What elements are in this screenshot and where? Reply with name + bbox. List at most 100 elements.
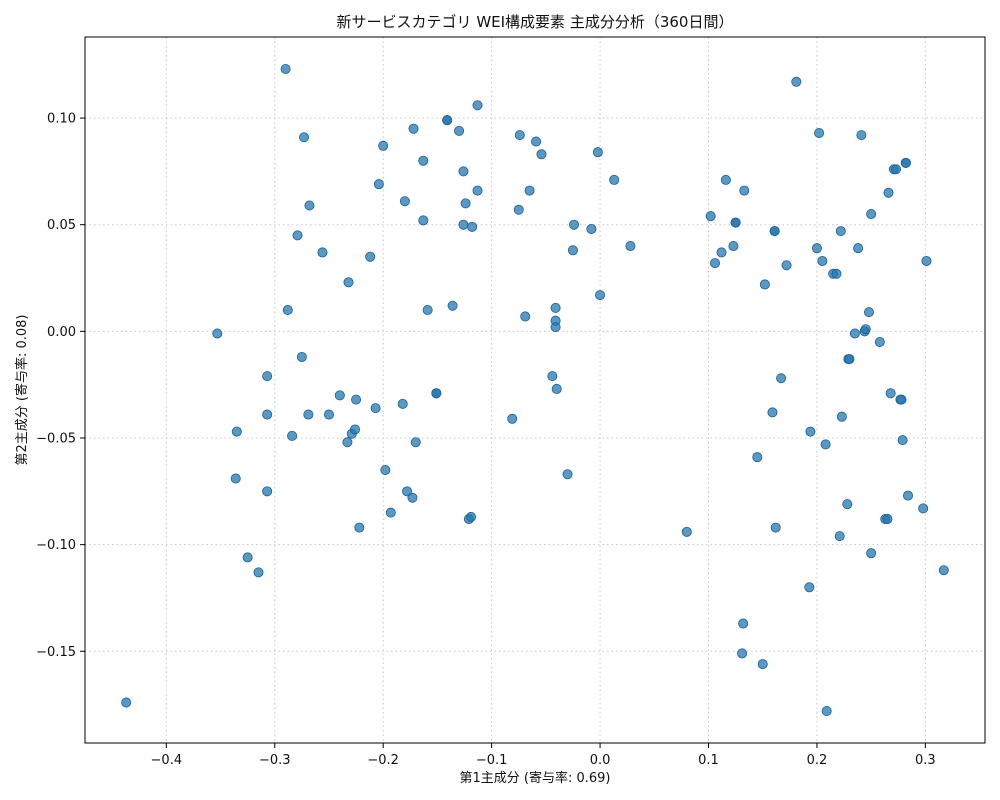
data-point <box>836 411 847 422</box>
data-point <box>625 241 636 252</box>
data-point <box>231 426 242 437</box>
data-point <box>472 100 483 111</box>
data-point <box>897 435 908 446</box>
data-point <box>303 409 314 420</box>
data-point <box>343 277 354 288</box>
data-point <box>592 147 603 158</box>
y-tick-label: −0.05 <box>36 431 76 446</box>
data-point <box>728 241 739 252</box>
data-point <box>253 567 264 578</box>
data-point <box>814 127 825 138</box>
data-point <box>466 511 477 522</box>
data-point <box>262 371 273 382</box>
y-tick-label: 0.00 <box>47 325 76 340</box>
data-point <box>212 328 223 339</box>
data-point <box>399 196 410 207</box>
data-point <box>342 437 353 448</box>
data-point <box>304 200 315 211</box>
data-point <box>467 221 478 232</box>
data-point <box>458 219 469 230</box>
data-point <box>769 226 780 237</box>
data-point <box>531 136 542 147</box>
data-point <box>903 490 914 501</box>
data-point <box>860 324 871 335</box>
data-point <box>739 185 750 196</box>
data-point <box>595 290 606 301</box>
data-point <box>370 403 381 414</box>
y-tick-label: −0.15 <box>36 645 76 660</box>
x-tick-label: 0.1 <box>698 753 719 768</box>
data-point <box>720 174 731 185</box>
data-point <box>351 394 362 405</box>
data-point <box>866 548 877 559</box>
data-point <box>524 185 535 196</box>
y-tick-label: −0.10 <box>36 538 76 553</box>
data-point <box>849 328 860 339</box>
data-point <box>262 486 273 497</box>
data-point <box>242 552 253 563</box>
x-tick-label: −0.3 <box>259 753 291 768</box>
data-point <box>550 302 561 313</box>
data-point <box>834 531 845 542</box>
data-point <box>752 452 763 463</box>
data-point <box>883 187 894 198</box>
chart-title: 新サービスカテゴリ WEI構成要素 主成分分析（360日間） <box>337 13 734 31</box>
data-point <box>770 522 781 533</box>
data-point <box>900 157 911 168</box>
data-point <box>938 565 949 576</box>
data-point <box>299 132 310 143</box>
data-point <box>262 409 273 420</box>
y-tick-label: 0.10 <box>47 112 76 127</box>
data-point <box>805 426 816 437</box>
data-point <box>757 659 768 670</box>
y-axis-label: 第2主成分 (寄与率: 0.08) <box>14 314 30 465</box>
data-point <box>410 437 421 448</box>
data-point <box>121 697 132 708</box>
data-point <box>866 209 877 220</box>
x-tick-label: −0.2 <box>367 753 399 768</box>
data-point <box>791 76 802 87</box>
data-point <box>280 63 291 74</box>
data-point <box>349 424 360 435</box>
data-point <box>817 255 828 266</box>
data-point <box>365 251 376 262</box>
data-point <box>373 179 384 190</box>
data-point <box>323 409 334 420</box>
data-point <box>856 130 867 141</box>
data-point <box>730 217 741 228</box>
data-point <box>282 305 293 316</box>
data-point <box>844 354 855 365</box>
x-tick-label: 0.3 <box>915 753 936 768</box>
data-point <box>681 526 692 537</box>
plot-frame <box>84 36 986 744</box>
data-point <box>811 243 822 254</box>
x-tick-label: 0.2 <box>807 753 828 768</box>
data-point <box>716 247 727 258</box>
data-point <box>835 226 846 237</box>
data-point <box>551 383 562 394</box>
data-point <box>513 204 524 215</box>
data-point <box>472 185 483 196</box>
data-point <box>458 166 469 177</box>
data-points <box>121 63 949 717</box>
data-point <box>520 311 531 322</box>
data-point <box>422 305 433 316</box>
data-point <box>447 300 458 311</box>
data-point <box>547 371 558 382</box>
grid-lines <box>85 37 985 743</box>
data-point <box>431 388 442 399</box>
data-point <box>896 394 907 405</box>
data-point <box>418 215 429 226</box>
data-point <box>380 464 391 475</box>
data-point <box>853 243 864 254</box>
data-point <box>891 164 902 175</box>
data-point <box>292 230 303 241</box>
data-point <box>287 430 298 441</box>
data-point <box>334 390 345 401</box>
data-point <box>402 486 413 497</box>
data-point <box>921 255 932 266</box>
data-point <box>882 514 893 525</box>
data-point <box>418 155 429 166</box>
